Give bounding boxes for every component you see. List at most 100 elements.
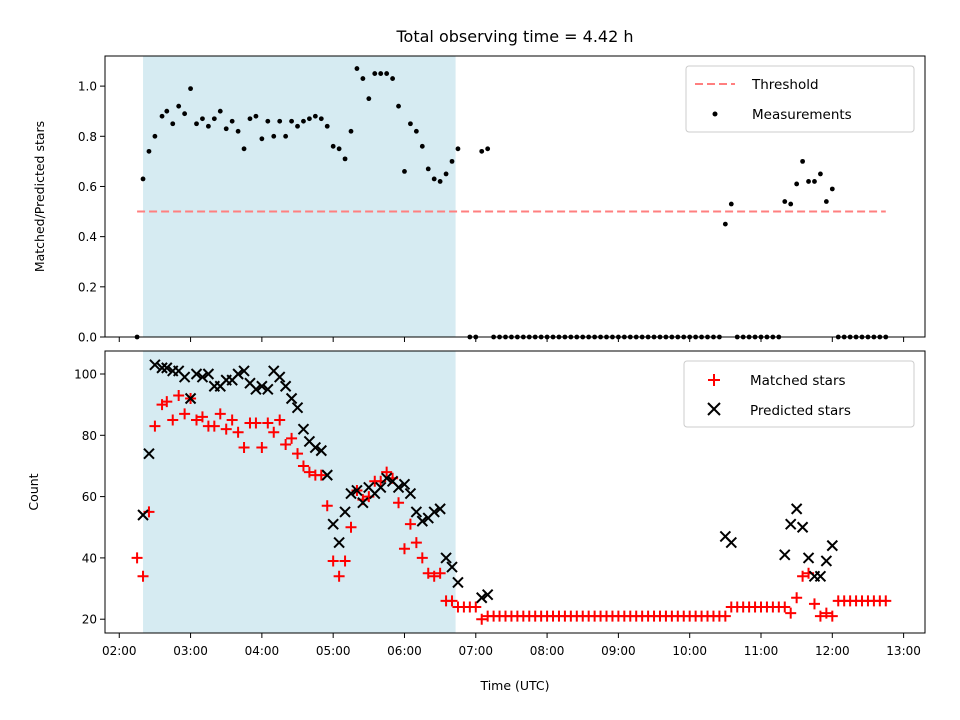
measurement-point (312, 113, 318, 119)
matched-star-point (161, 396, 173, 408)
predicted-star-point (452, 576, 464, 589)
predicted-star-point (790, 503, 803, 515)
predicted-star-point (156, 362, 168, 374)
y-tick-label: 0.6 (78, 180, 97, 194)
measurement-point (443, 171, 449, 177)
top-observing-span (143, 56, 456, 337)
predicted-star-point (476, 592, 488, 604)
measurement-point (366, 96, 372, 102)
matched-star-point (196, 411, 208, 423)
measurement-point (301, 118, 306, 124)
matched-star-point (214, 408, 226, 420)
predicted-star-point (143, 447, 155, 460)
measurement-point (348, 128, 354, 134)
predicted-star-point (796, 521, 809, 533)
measurement-point (146, 148, 152, 154)
matched-star-point (226, 414, 238, 426)
predicted-star-point (279, 380, 292, 392)
matched-star-point (256, 442, 268, 454)
x-tick-label: 10:00 (672, 644, 707, 658)
y-tick-label: 20 (82, 613, 97, 627)
matched-star-point (404, 518, 416, 530)
matched-star-point (333, 570, 345, 582)
matched-star-point (719, 610, 731, 622)
matched-star-point (785, 607, 797, 619)
measurement-point (455, 146, 461, 152)
matched-star-point (321, 500, 333, 512)
y-tick-label: 100 (74, 367, 97, 381)
measurement-point (408, 121, 413, 127)
legend-predicted-label: Predicted stars (750, 403, 851, 419)
matched-star-point (826, 610, 838, 622)
predicted-star-point (434, 503, 446, 515)
top-legend-frame (685, 65, 915, 133)
bottom-y-axis-label: Count (26, 473, 41, 510)
predicted-star-point (481, 588, 494, 601)
predicted-star-point (137, 509, 149, 521)
matched-star-point (779, 601, 791, 613)
measurement-point (485, 146, 491, 152)
measurement-point (782, 199, 788, 204)
bottom-legend-frame (683, 360, 915, 428)
legend-measurements-label: Measurements (752, 107, 852, 123)
matched-star-point (434, 567, 446, 579)
matched-star-point (149, 420, 161, 432)
measurement-point (425, 166, 431, 172)
measurement-point (295, 123, 300, 129)
measurement-point (200, 116, 205, 122)
y-tick-label: 60 (82, 490, 97, 504)
predicted-star-point (404, 487, 417, 500)
predicted-star-point (398, 478, 411, 491)
measurement-point (253, 113, 259, 119)
measurement-point (722, 221, 728, 227)
predicted-star-point (802, 552, 815, 564)
measurement-point (396, 103, 401, 109)
measurement-point (265, 118, 271, 124)
measurement-point (413, 128, 419, 134)
measurement-point (354, 66, 360, 71)
predicted-star-point (820, 555, 833, 567)
predicted-star-point (309, 441, 322, 454)
predicted-star-point (291, 401, 304, 414)
predicted-star-point (327, 518, 339, 530)
measurement-point (140, 176, 146, 182)
top-panel: 0.0 0.2 0.4 0.6 0.8 1.0 Matched/Predicted sta… (32, 55, 926, 345)
measurement-point (812, 179, 817, 184)
matched-star-point (476, 613, 488, 625)
predicted-star-point (315, 444, 327, 457)
matched-star-point (814, 610, 826, 622)
matched-star-point (167, 414, 179, 426)
measurement-point (211, 116, 217, 122)
measurement-point (402, 169, 407, 174)
x-tick-label: 03:00 (173, 644, 208, 658)
y-tick-label: 40 (82, 551, 97, 565)
y-tick-label: 0.0 (78, 331, 97, 345)
measurement-point (336, 146, 342, 152)
matched-star-point (292, 448, 304, 460)
predicted-star-point (826, 539, 839, 552)
legend-predicted-marker (707, 402, 721, 416)
matched-star-point (410, 537, 422, 549)
x-tick-label: 07:00 (458, 644, 493, 658)
x-tick-label: 09:00 (601, 644, 636, 658)
bottom-plot-frame (104, 350, 926, 634)
measurement-point (259, 136, 265, 142)
matched-star-point (428, 570, 440, 582)
matched-star-point (191, 414, 203, 426)
measurement-point (372, 71, 378, 76)
matched-star-point (422, 567, 434, 579)
predicted-stars-series (137, 359, 839, 604)
measurement-point (271, 133, 277, 139)
measurement-point (378, 71, 384, 76)
x-tick-label: 02:00 (102, 644, 137, 658)
measurement-point (360, 76, 366, 81)
matched-star-point (297, 460, 309, 472)
measurement-point (431, 176, 437, 182)
predicted-star-point (161, 362, 173, 374)
matched-star-point (232, 426, 244, 438)
predicted-star-point (285, 392, 298, 405)
measurement-point (164, 108, 170, 114)
predicted-star-point (357, 497, 369, 509)
measurement-point (800, 158, 805, 164)
